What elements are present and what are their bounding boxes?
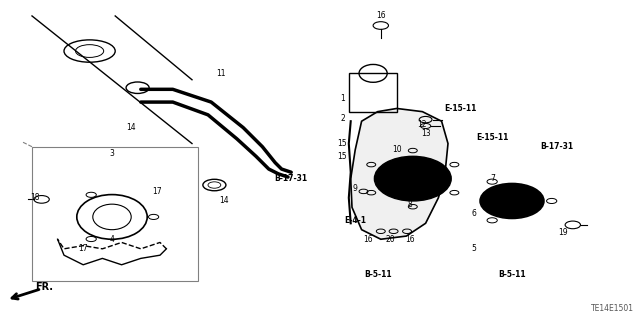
Text: E-4-1: E-4-1: [344, 216, 366, 225]
Text: E-15-11: E-15-11: [445, 104, 477, 113]
Text: B-17-31: B-17-31: [540, 142, 573, 151]
Text: TE14E1501: TE14E1501: [591, 304, 634, 313]
Text: B-17-31: B-17-31: [275, 174, 308, 183]
Text: 17: 17: [78, 244, 88, 253]
Text: 16: 16: [481, 193, 492, 202]
Text: 6: 6: [471, 209, 476, 218]
Text: 11: 11: [216, 69, 225, 78]
Polygon shape: [351, 108, 448, 239]
Text: 16: 16: [376, 11, 386, 20]
Text: 20: 20: [385, 235, 396, 244]
Text: 9: 9: [353, 184, 358, 193]
Text: 4: 4: [109, 235, 115, 244]
Bar: [32, 147, 198, 281]
Text: 7: 7: [490, 174, 495, 183]
Text: FR.: FR.: [35, 282, 53, 292]
Ellipse shape: [374, 156, 451, 201]
Text: 16: 16: [404, 235, 415, 244]
Text: 17: 17: [152, 187, 162, 196]
Text: 16: 16: [363, 235, 373, 244]
Text: 2: 2: [340, 114, 345, 122]
Bar: [349, 73, 397, 112]
Text: 14: 14: [219, 197, 229, 205]
Text: 10: 10: [392, 145, 402, 154]
Ellipse shape: [403, 174, 422, 183]
Text: B-5-11: B-5-11: [498, 270, 526, 279]
Text: 14: 14: [126, 123, 136, 132]
Text: 8: 8: [407, 200, 412, 209]
Text: B-5-11: B-5-11: [364, 270, 392, 279]
Text: 13: 13: [420, 130, 431, 138]
Text: 18: 18: [31, 193, 40, 202]
Text: 3: 3: [109, 149, 115, 158]
Text: E-15-11: E-15-11: [477, 133, 509, 142]
Ellipse shape: [480, 183, 544, 219]
Text: 15: 15: [337, 139, 348, 148]
Ellipse shape: [504, 197, 520, 205]
Text: 19: 19: [558, 228, 568, 237]
Text: 12: 12: [418, 120, 427, 129]
Text: 1: 1: [340, 94, 345, 103]
Text: 5: 5: [471, 244, 476, 253]
Text: 15: 15: [337, 152, 348, 161]
